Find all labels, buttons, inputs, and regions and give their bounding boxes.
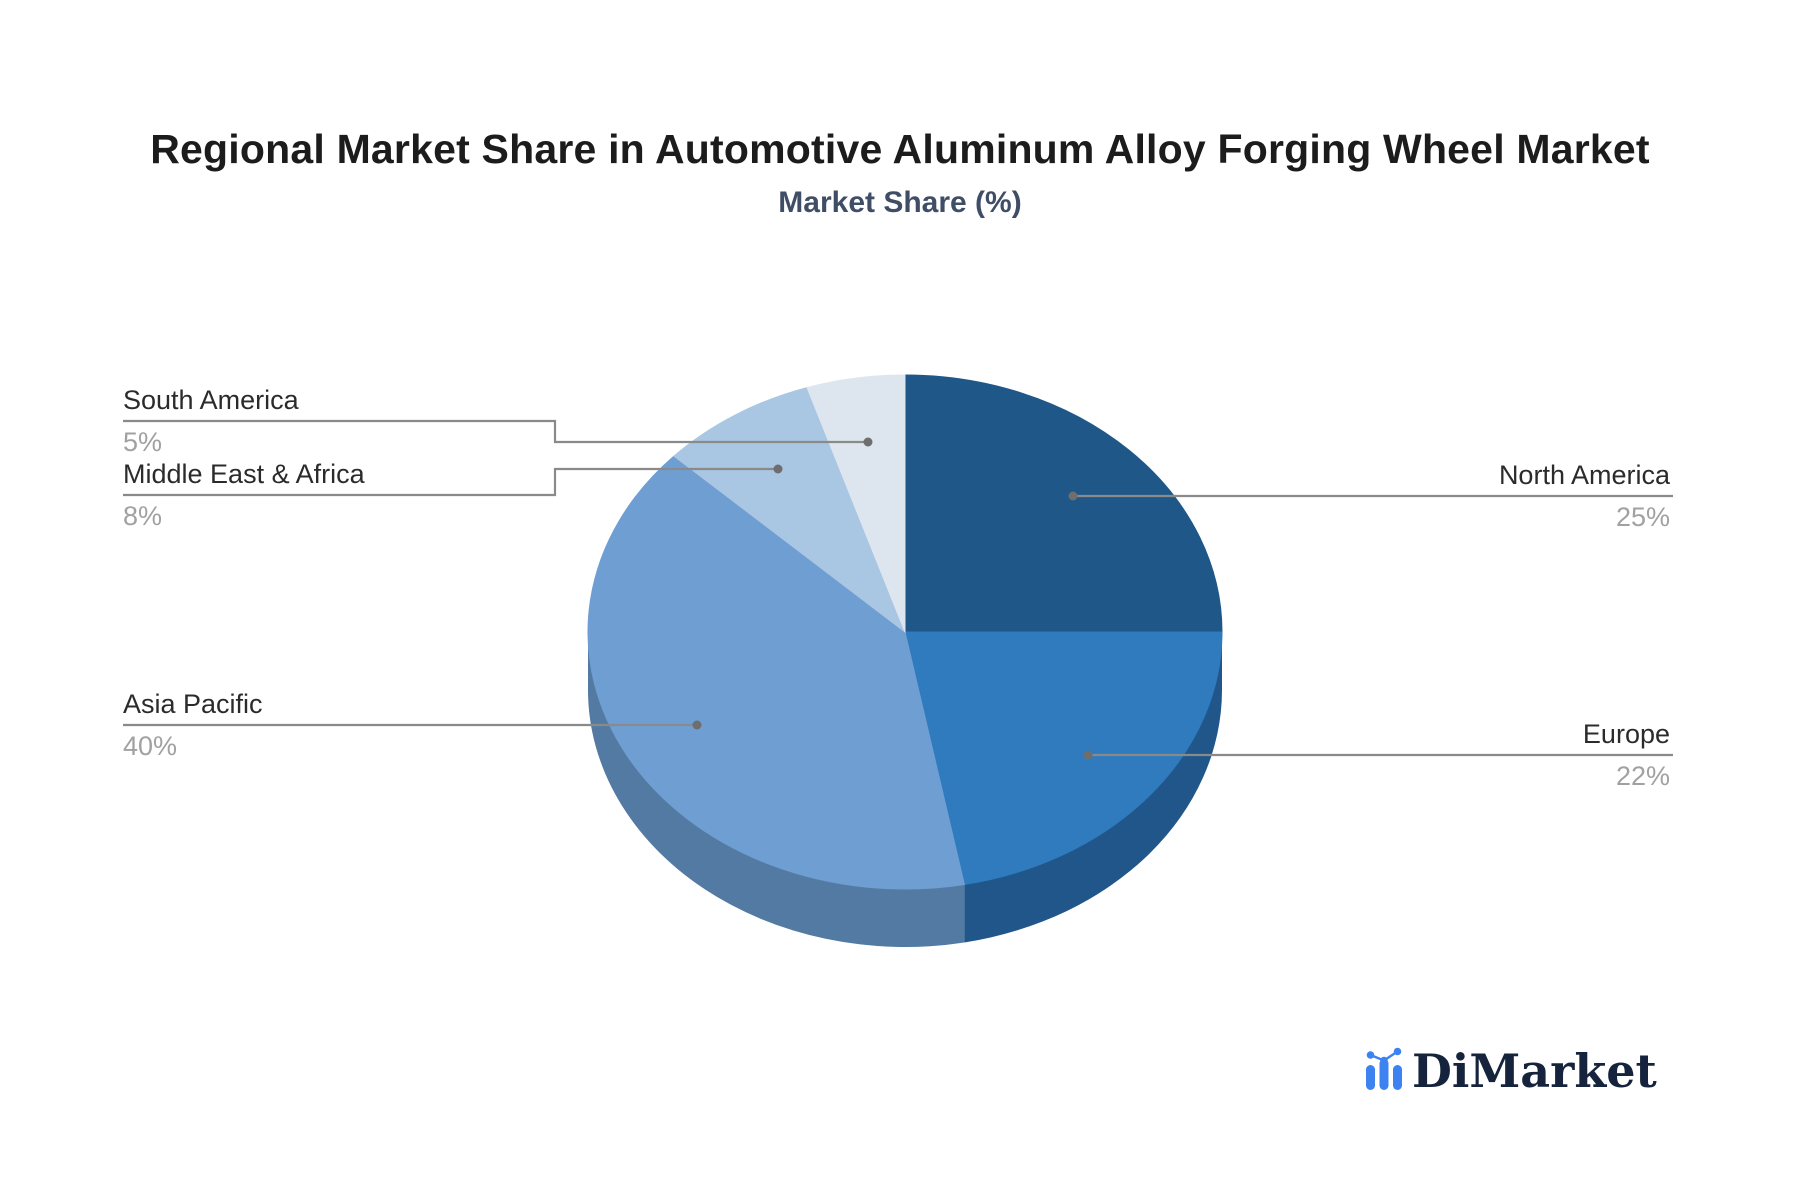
region-value-north-america: 25% <box>1615 502 1670 532</box>
region-label-europe: Europe <box>1582 719 1670 749</box>
pie-slice-depth-asia-pacific <box>587 632 965 948</box>
pie-slice-south-america[interactable] <box>806 374 906 633</box>
region-value-middle-east-africa: 8% <box>123 501 163 531</box>
region-value-europe: 22% <box>1615 761 1670 791</box>
chart-title: Regional Market Share in Automotive Alum… <box>150 126 1650 172</box>
callout-dot-north-america <box>1068 491 1078 501</box>
pie-slice-europe[interactable] <box>904 631 1223 886</box>
region-label-south-america: South America <box>123 385 299 415</box>
callout-dot-middle-east-africa <box>773 464 783 474</box>
pie-slice-north-america[interactable] <box>904 374 1223 633</box>
callout-line-middle-east-africa <box>123 467 778 497</box>
chart-subtitle: Market Share (%) <box>778 186 1022 219</box>
region-label-north-america: North America <box>1498 460 1670 490</box>
callout-dot-europe <box>1083 750 1093 760</box>
region-value-south-america: 5% <box>123 427 163 457</box>
region-label-asia-pacific: Asia Pacific <box>123 689 263 719</box>
region-value-asia-pacific: 40% <box>123 731 178 761</box>
pie-slice-depth-europe <box>964 632 1222 943</box>
callout-dot-south-america <box>863 437 873 447</box>
brand-name: DiMarket <box>1412 1044 1657 1098</box>
callout-line-south-america <box>123 419 868 444</box>
region-label-middle-east-africa: Middle East & Africa <box>123 459 365 489</box>
callout-dot-asia-pacific <box>692 720 702 730</box>
pie-slice-asia-pacific[interactable] <box>587 455 966 890</box>
pie-slice-middle-east-africa[interactable] <box>673 386 907 634</box>
bar-chart-trend-icon <box>1366 1047 1402 1090</box>
